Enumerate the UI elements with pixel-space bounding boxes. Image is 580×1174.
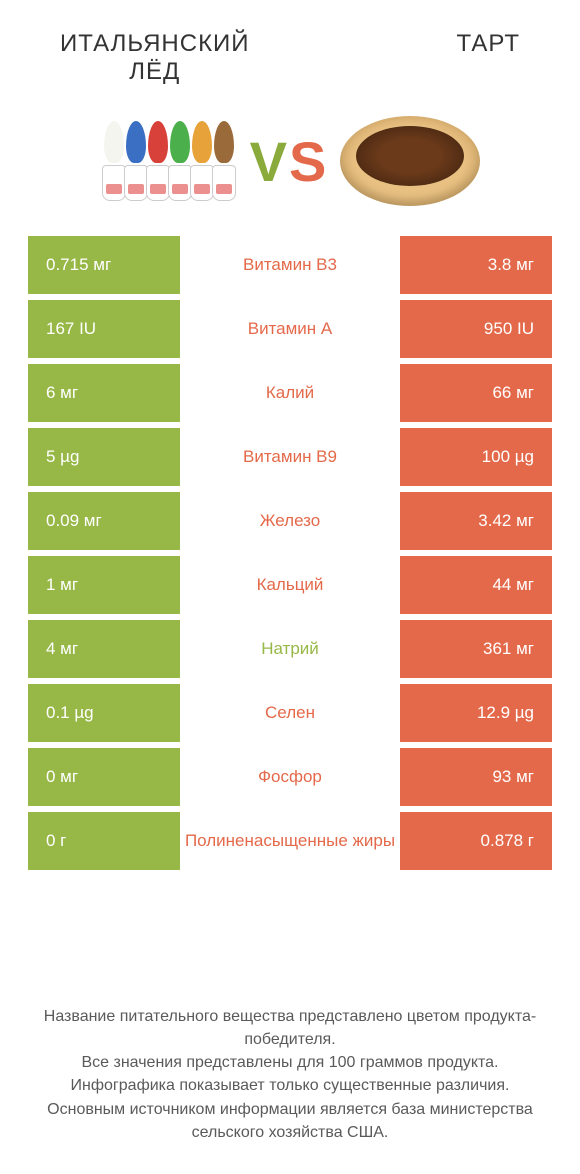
table-row: 0.715 мгВитамин B33.8 мг	[28, 236, 552, 294]
table-row: 0 мгФосфор93 мг	[28, 748, 552, 806]
nutrient-label: Витамин B9	[180, 428, 400, 486]
right-value: 66 мг	[400, 364, 552, 422]
table-row: 4 мгНатрий361 мг	[28, 620, 552, 678]
table-row: 6 мгКалий66 мг	[28, 364, 552, 422]
right-value: 950 IU	[400, 300, 552, 358]
right-value: 44 мг	[400, 556, 552, 614]
right-value: 12.9 µg	[400, 684, 552, 742]
table-row: 0.1 µgСелен12.9 µg	[28, 684, 552, 742]
right-value: 3.8 мг	[400, 236, 552, 294]
header: ИТАЛЬЯНСКИЙ ЛЁД ТАРТ	[0, 0, 580, 96]
left-value: 0.09 мг	[28, 492, 180, 550]
right-value: 93 мг	[400, 748, 552, 806]
left-value: 167 IU	[28, 300, 180, 358]
right-value: 0.878 г	[400, 812, 552, 870]
footer-notes: Название питательного вещества представл…	[0, 965, 580, 1174]
infographic-page: ИТАЛЬЯНСКИЙ ЛЁД ТАРТ VS 0.715 мгВитамин …	[0, 0, 580, 1174]
vs-badge: VS	[250, 129, 329, 194]
vs-letter-v: V	[250, 130, 289, 193]
left-value: 4 мг	[28, 620, 180, 678]
table-row: 1 мгКальций44 мг	[28, 556, 552, 614]
left-product-title: ИТАЛЬЯНСКИЙ ЛЁД	[60, 30, 250, 86]
left-product-image	[100, 121, 238, 201]
right-value: 100 µg	[400, 428, 552, 486]
ice-cone-icon	[210, 121, 238, 201]
table-row: 0 гПолиненасыщенные жиры0.878 г	[28, 812, 552, 870]
nutrient-label: Натрий	[180, 620, 400, 678]
left-value: 0 г	[28, 812, 180, 870]
italian-ice-icon	[100, 121, 238, 201]
nutrient-label: Калий	[180, 364, 400, 422]
left-value: 6 мг	[28, 364, 180, 422]
nutrient-label: Фосфор	[180, 748, 400, 806]
nutrient-label: Полиненасыщенные жиры	[180, 812, 400, 870]
nutrient-label: Витамин B3	[180, 236, 400, 294]
nutrient-label: Железо	[180, 492, 400, 550]
table-row: 0.09 мгЖелезо3.42 мг	[28, 492, 552, 550]
left-value: 0.715 мг	[28, 236, 180, 294]
right-value: 361 мг	[400, 620, 552, 678]
footer-line: Основным источником информации является …	[20, 1098, 560, 1144]
left-value: 1 мг	[28, 556, 180, 614]
tart-icon	[340, 116, 480, 206]
table-row: 167 IUВитамин A950 IU	[28, 300, 552, 358]
left-value: 0 мг	[28, 748, 180, 806]
vs-letter-s: S	[289, 130, 328, 193]
left-value: 0.1 µg	[28, 684, 180, 742]
right-product-title: ТАРТ	[457, 30, 520, 86]
comparison-table: 0.715 мгВитамин B33.8 мг167 IUВитамин A9…	[0, 236, 580, 965]
right-product-image	[340, 116, 480, 206]
vs-row: VS	[0, 96, 580, 236]
nutrient-label: Кальций	[180, 556, 400, 614]
footer-line: Название питательного вещества представл…	[20, 1005, 560, 1051]
nutrient-label: Селен	[180, 684, 400, 742]
footer-line: Инфографика показывает только существенн…	[20, 1074, 560, 1097]
nutrient-label: Витамин A	[180, 300, 400, 358]
right-value: 3.42 мг	[400, 492, 552, 550]
left-value: 5 µg	[28, 428, 180, 486]
footer-line: Все значения представлены для 100 граммо…	[20, 1051, 560, 1074]
table-row: 5 µgВитамин B9100 µg	[28, 428, 552, 486]
